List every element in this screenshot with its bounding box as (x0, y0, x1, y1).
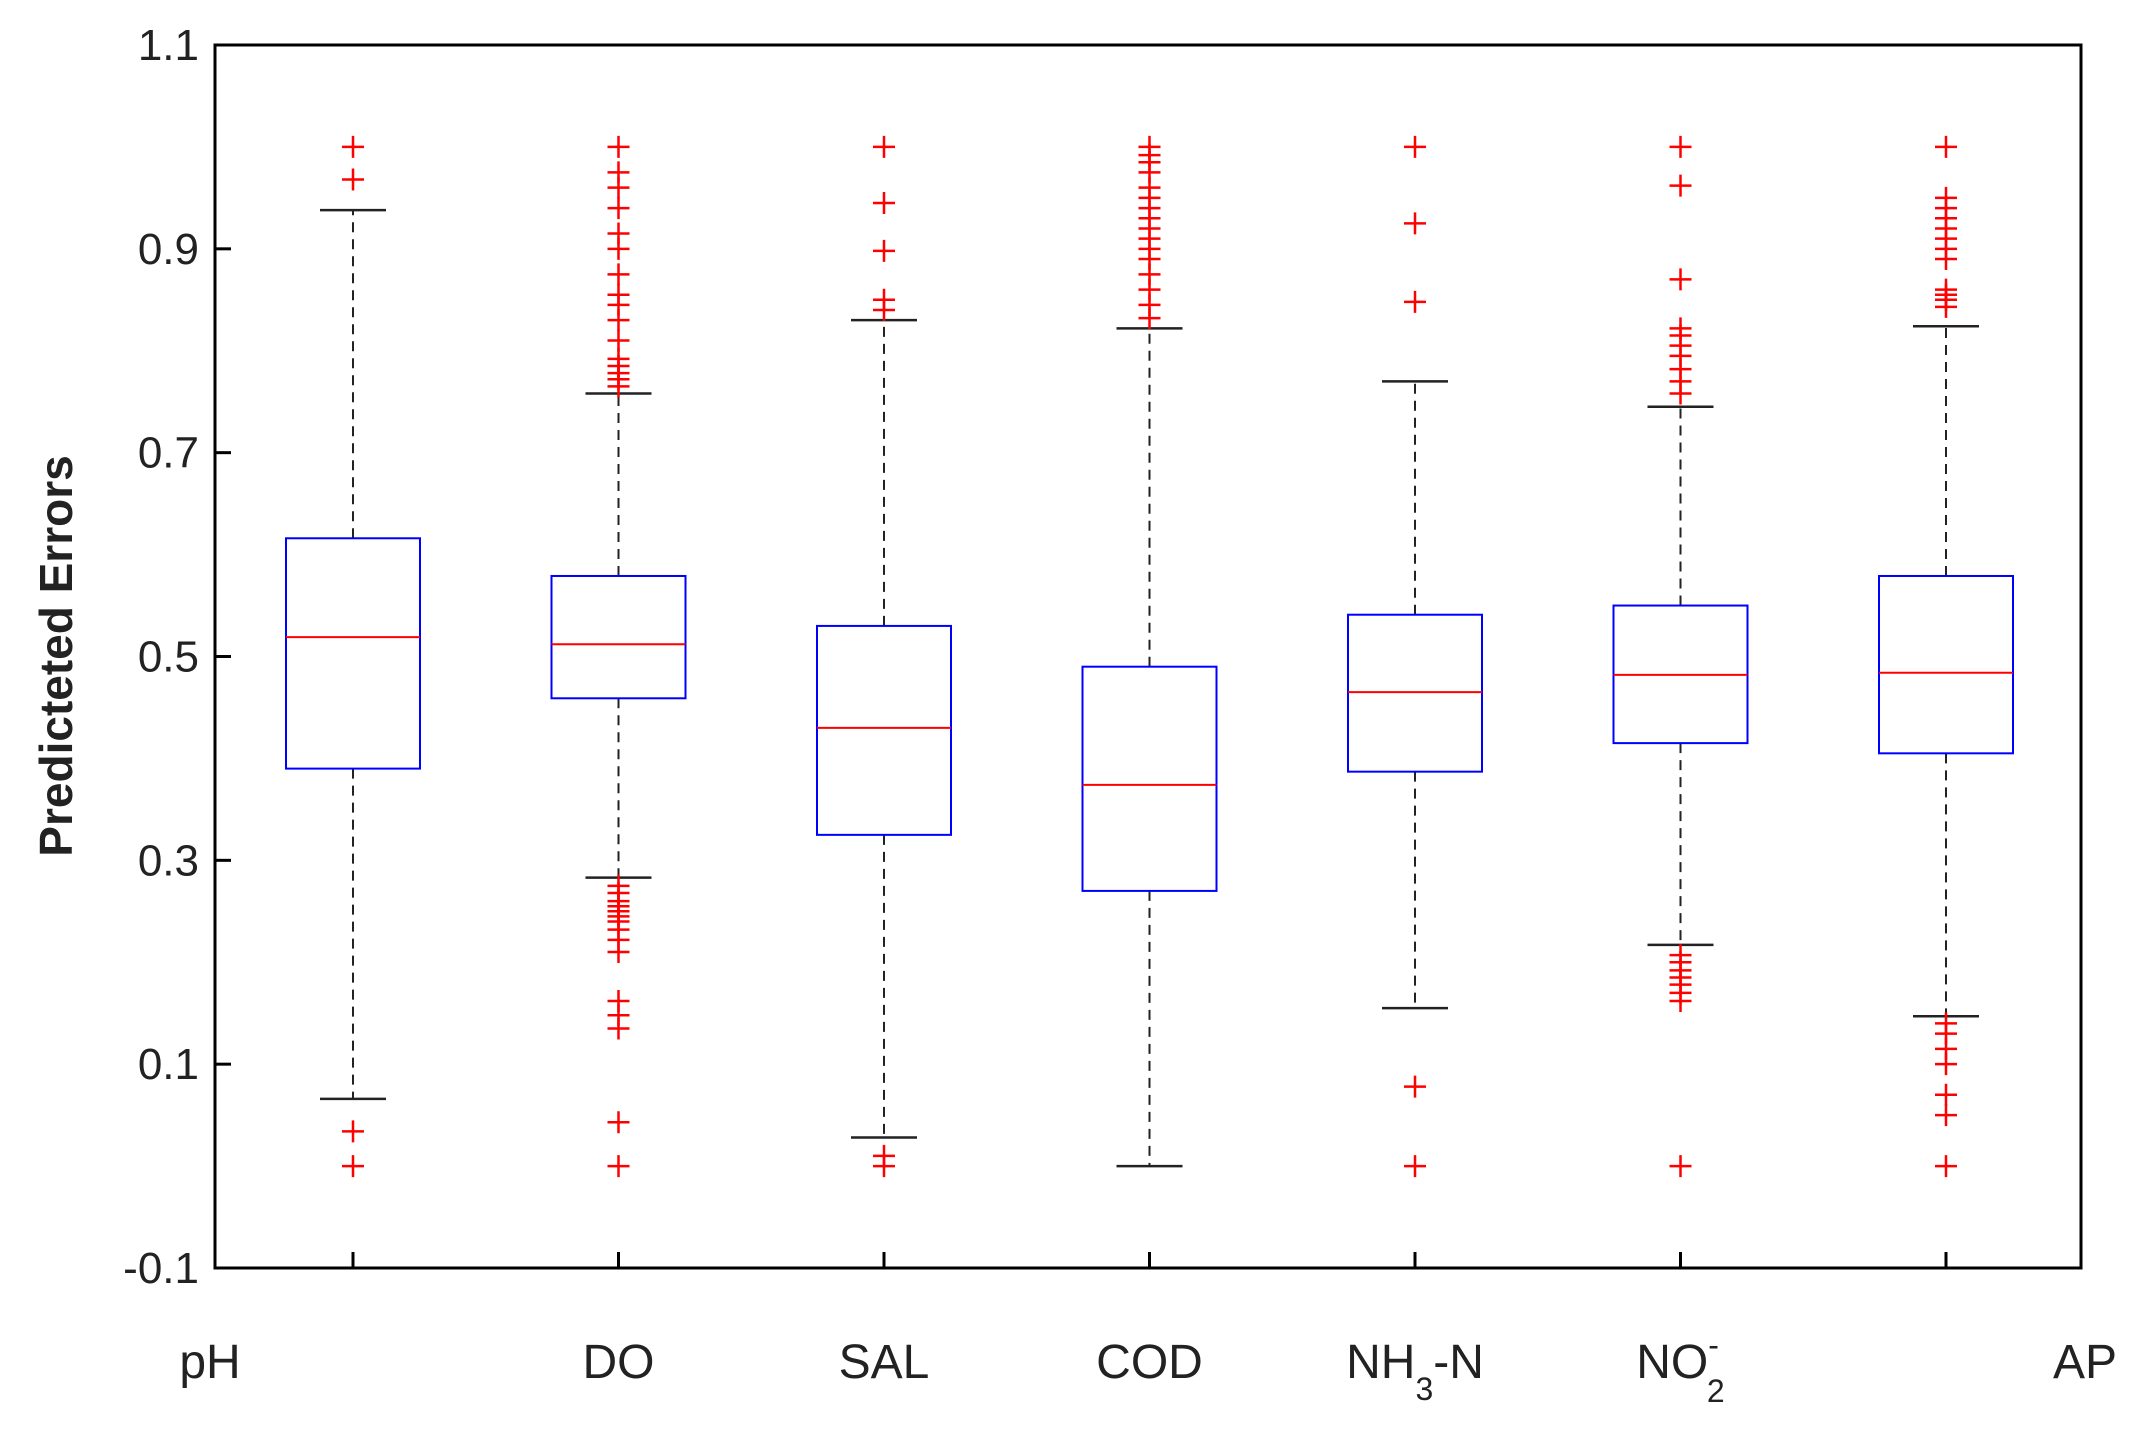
box-group-pH (285, 135, 421, 1178)
box-group-DO (550, 135, 687, 1178)
outlier-marker (342, 1155, 364, 1178)
outlier-marker (873, 191, 895, 214)
outlier-marker (1669, 1155, 1692, 1178)
outlier-marker (1669, 268, 1692, 291)
x-category-label: SAL (839, 1336, 930, 1389)
x-category-label: COD (1096, 1336, 1203, 1389)
outlier-marker (1404, 1075, 1426, 1098)
x-category-label: pH (179, 1336, 240, 1389)
outlier-marker (342, 168, 364, 191)
x-category-label: AP (2053, 1336, 2117, 1389)
outlier-marker (607, 1111, 630, 1134)
outlier-marker (1935, 1155, 1957, 1178)
outlier-marker (1935, 1012, 1957, 1035)
outlier-marker (607, 135, 630, 158)
outlier-marker (607, 874, 630, 897)
y-tick-label: 0.9 (138, 225, 199, 274)
outlier-marker (607, 1155, 630, 1178)
outlier-marker (873, 1144, 895, 1167)
outlier-marker (1669, 135, 1692, 158)
iqr-box (1081, 665, 1218, 892)
outlier-marker (1669, 174, 1692, 197)
iqr-box (1878, 574, 2014, 755)
x-categories: pH DO SAL COD NH3-N NO-2 AP (179, 1252, 2117, 1409)
x-category-label: NO-2 (1636, 1327, 1724, 1409)
outlier-marker (873, 239, 895, 262)
outlier-marker (1404, 135, 1426, 158)
box-group-NO2- (1612, 135, 1749, 1178)
outlier-marker (873, 288, 895, 311)
y-tick-label: 1.1 (138, 21, 199, 70)
y-tick-label: -0.1 (123, 1244, 199, 1293)
outlier-marker (607, 222, 630, 245)
iqr-box (1347, 613, 1483, 773)
x-category-label: DO (583, 1336, 655, 1389)
outlier-marker (1935, 278, 1957, 301)
outlier-marker (1404, 1155, 1426, 1178)
box-group-SAL (816, 135, 952, 1178)
box-group-COD (1081, 135, 1218, 1168)
outlier-marker (607, 329, 630, 352)
y-ticks: -0.1 0.1 0.3 0.5 0.7 0.9 1.1 (123, 21, 231, 1293)
outlier-marker (1404, 212, 1426, 235)
box-group-AP (1878, 135, 2014, 1178)
iqr-box (285, 537, 421, 770)
outlier-marker (1935, 135, 1957, 158)
outlier-marker (1935, 1083, 1957, 1106)
y-tick-label: 0.5 (138, 633, 199, 682)
y-tick-label: 0.3 (138, 836, 199, 885)
outlier-marker (1669, 317, 1692, 340)
outlier-marker (342, 1120, 364, 1143)
y-tick-label: 0.1 (138, 1040, 199, 1089)
box-group-NH3-N (1347, 135, 1483, 1178)
iqr-box (550, 574, 687, 700)
outlier-marker (607, 197, 630, 220)
boxes-layer (285, 135, 2014, 1178)
outlier-marker (1669, 944, 1692, 967)
outlier-marker (1935, 1104, 1957, 1127)
outlier-marker (607, 347, 630, 370)
outlier-marker (607, 989, 630, 1012)
x-category-label: NH3-N (1346, 1336, 1484, 1407)
outlier-marker (342, 135, 364, 158)
outlier-marker (607, 283, 630, 306)
iqr-box (816, 624, 952, 836)
outlier-marker (607, 161, 630, 184)
outlier-marker (1935, 186, 1957, 209)
y-axis-label: Predicteted Errors (30, 455, 82, 856)
outlier-marker (607, 263, 630, 286)
outlier-marker (1138, 135, 1161, 158)
y-tick-label: 0.7 (138, 429, 199, 478)
outlier-marker (873, 135, 895, 158)
outlier-marker (1404, 290, 1426, 313)
